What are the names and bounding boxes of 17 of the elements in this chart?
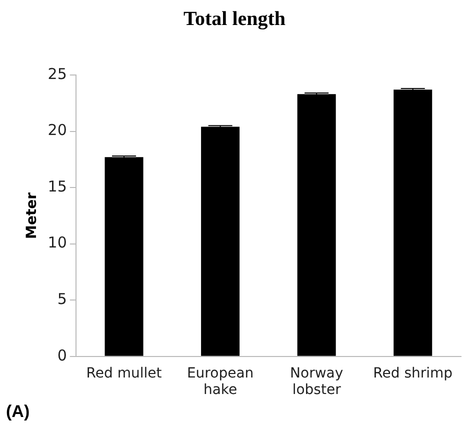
x-tick-label: European hake [186,365,254,398]
bar [104,157,144,356]
y-tick-label: 20 [48,121,67,140]
bar [297,94,336,356]
y-tick-label: 10 [48,234,67,252]
y-tick-label: 0 [57,346,67,364]
y-axis-title: Meter [24,192,40,239]
x-tick-label: Red mullet [86,365,162,382]
y-tick-label: 25 [48,64,67,83]
bar [201,126,240,356]
x-tick-label: Norway lobster [290,365,344,398]
chart-title: Total length [182,8,287,31]
x-tick-label: Red shrimp [373,365,453,382]
y-tick-label: 15 [48,177,67,196]
y-tick-label: 5 [57,290,67,308]
bar [394,90,432,356]
text: (A) [6,402,30,422]
